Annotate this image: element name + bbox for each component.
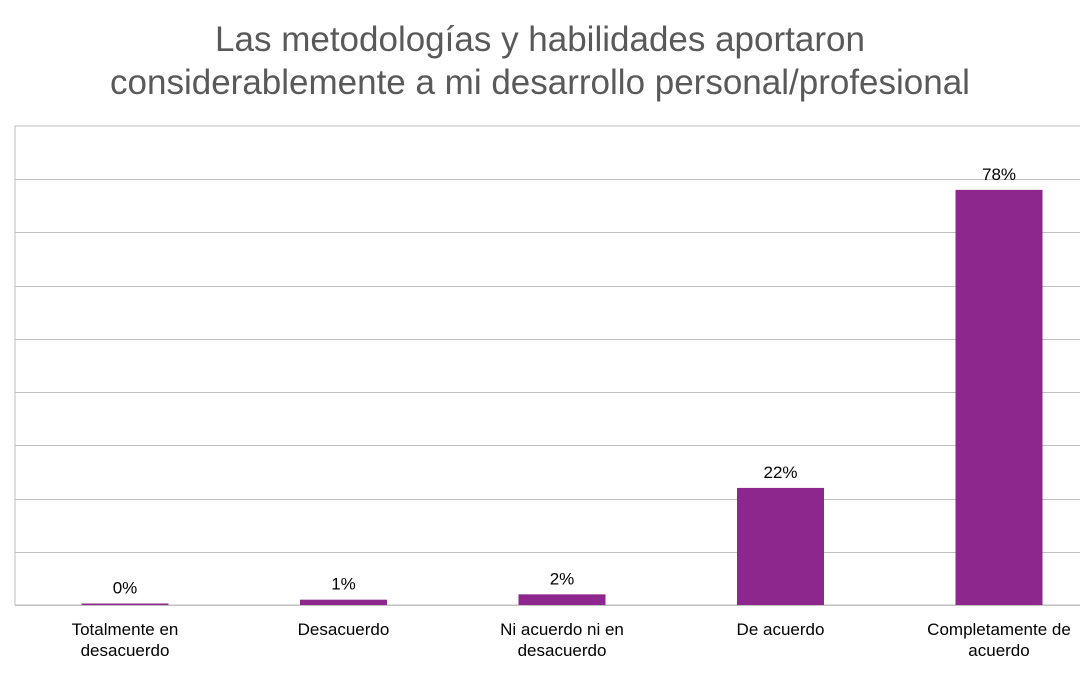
x-tick-label: Totalmente en xyxy=(72,620,179,639)
x-tick-label: Completamente de xyxy=(927,620,1071,639)
bars xyxy=(81,189,1043,605)
data-label: 78% xyxy=(982,165,1016,184)
x-tick-label: Desacuerdo xyxy=(298,620,390,639)
category-labels: Totalmente en desacuerdo Desacuerdo Ni acue… xyxy=(72,620,1071,660)
chart-title-line-2: considerablemente a mi desarrollo person… xyxy=(110,63,970,102)
x-tick-label: De acuerdo xyxy=(737,620,825,639)
data-label: 22% xyxy=(763,463,797,482)
data-label: 2% xyxy=(550,569,575,588)
bar xyxy=(955,189,1043,605)
data-label: 0% xyxy=(113,579,138,598)
x-tick-label: Ni acuerdo ni en xyxy=(500,620,624,639)
bar xyxy=(300,599,387,605)
bar xyxy=(518,594,606,605)
data-labels: 0% 1% 2% 22% 78% xyxy=(113,165,1016,598)
plot-frame xyxy=(14,125,1080,606)
data-label: 1% xyxy=(331,575,356,594)
bar xyxy=(81,603,169,605)
chart-title: Las metodologías y habilidades aportaron… xyxy=(0,18,1080,104)
gridlines xyxy=(14,125,1080,606)
x-tick-label: desacuerdo xyxy=(81,641,170,660)
bar xyxy=(737,487,824,605)
x-tick-label: desacuerdo xyxy=(518,641,607,660)
x-tick-label: acuerdo xyxy=(968,641,1029,660)
chart-title-line-1: Las metodologías y habilidades aportaron xyxy=(215,20,865,59)
